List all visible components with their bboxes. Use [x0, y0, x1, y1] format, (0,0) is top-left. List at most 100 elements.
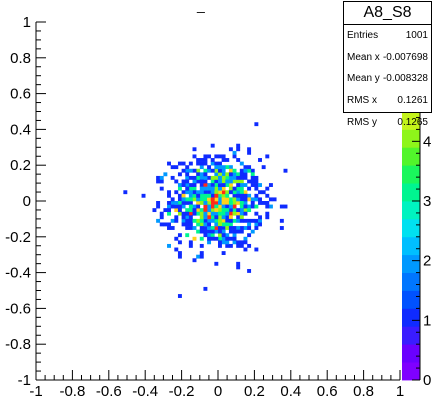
heatmap-cell — [181, 222, 186, 227]
heatmap-cell — [258, 215, 262, 220]
heatmap-cell — [228, 186, 233, 191]
heatmap-cell — [192, 197, 197, 202]
heatmap-cell — [218, 229, 222, 234]
heatmap-cell — [207, 168, 212, 173]
heatmap-cell — [218, 215, 222, 220]
heatmap-cell — [177, 254, 182, 259]
heatmap-cell — [156, 218, 161, 223]
heatmap-cell — [214, 229, 219, 234]
heatmap-cell — [228, 208, 233, 213]
y-tick-label: -0.2 — [5, 229, 31, 246]
heatmap-cell — [188, 208, 193, 213]
x-tick-label: -1 — [29, 383, 42, 398]
heatmap-cell — [196, 179, 201, 184]
heatmap-cell — [185, 218, 190, 223]
heatmap-cell — [177, 186, 182, 191]
heatmap-cell — [181, 179, 186, 184]
heatmap-cell — [243, 193, 248, 198]
heatmap-cell — [185, 186, 190, 191]
heatmap-cell — [225, 172, 230, 177]
heatmap-cell — [261, 165, 266, 170]
heatmap-cell — [239, 179, 244, 184]
heatmap-cell — [181, 215, 186, 220]
heatmap-cell — [218, 161, 222, 166]
heatmap-cell — [268, 183, 273, 187]
heatmap-cell — [192, 179, 197, 184]
heatmap-cell — [192, 211, 197, 216]
heatmap-cell — [239, 168, 244, 173]
stats-value: -0.008328 — [382, 73, 428, 85]
heatmap-cell — [210, 193, 215, 198]
heatmap-cell — [221, 172, 226, 177]
heatmap-cell — [185, 165, 190, 170]
palette-swatch — [402, 218, 420, 238]
heatmap-cell — [236, 186, 241, 191]
heatmap-cell — [239, 240, 244, 245]
heatmap-cell — [243, 247, 248, 252]
heatmap-cell — [228, 236, 233, 241]
heatmap-cell — [177, 183, 182, 187]
heatmap-cell — [199, 179, 204, 184]
heatmap-cell — [221, 222, 226, 227]
heatmap-cell — [207, 218, 212, 223]
heatmap-cell — [239, 190, 244, 195]
heatmap-cell — [239, 218, 244, 223]
heatmap-cell — [236, 240, 241, 245]
heatmap-cell — [218, 208, 222, 213]
heatmap-cell — [221, 165, 226, 170]
heatmap-cell — [221, 251, 226, 255]
heatmap-cell — [196, 168, 201, 173]
heatmap-cell — [236, 208, 241, 213]
heatmap-cell — [174, 218, 179, 223]
heatmap-cell — [214, 261, 219, 266]
heatmap-cell — [199, 190, 204, 195]
heatmap-cell — [181, 190, 186, 195]
x-tick-label: 0.2 — [244, 383, 265, 398]
heatmap-cell — [239, 215, 244, 220]
heatmap-cell — [210, 201, 215, 205]
heatmap-cell — [250, 229, 255, 234]
heatmap-cell — [207, 190, 212, 195]
heatmap-cell — [221, 183, 226, 187]
heatmap-cell — [250, 183, 255, 187]
heatmap-cell — [232, 208, 237, 213]
heatmap-cell — [225, 158, 230, 162]
heatmap-cell — [236, 193, 241, 198]
heatmap-cell — [221, 240, 226, 245]
heatmap-cell — [265, 201, 270, 205]
heatmap-cell — [225, 226, 230, 230]
palette-swatch — [402, 290, 420, 309]
heatmap-cell — [199, 161, 204, 166]
z-tick-label: 4 — [423, 133, 431, 150]
heatmap-cell — [247, 218, 252, 223]
heatmap-cell — [214, 215, 219, 220]
heatmap-cell — [199, 254, 204, 259]
heatmap-cell — [185, 175, 190, 180]
stats-label: Mean y — [347, 73, 380, 85]
heatmap-cell — [177, 251, 182, 255]
heatmap-cell — [236, 261, 241, 266]
heatmap-cell — [218, 218, 222, 223]
heatmap-cell — [203, 154, 208, 159]
heatmap-cell — [214, 193, 219, 198]
heatmap-cell — [196, 193, 201, 198]
heatmap-cell — [214, 222, 219, 227]
heatmap-cell — [228, 218, 233, 223]
heatmap-cell — [247, 208, 252, 213]
heatmap-cell — [254, 122, 259, 127]
heatmap-cell — [236, 190, 241, 195]
heatmap-cell — [199, 226, 204, 230]
heatmap-cell — [167, 243, 171, 248]
heatmap-cell — [210, 204, 215, 209]
stats-label: RMS x — [347, 95, 377, 107]
heatmap-cell — [250, 175, 255, 180]
heatmap-cell — [196, 211, 201, 216]
heatmap-cell — [203, 204, 208, 209]
heatmap-cell — [167, 226, 171, 230]
heatmap-cell — [210, 218, 215, 223]
z-tick-label: 2 — [423, 253, 431, 270]
heatmap-cell — [192, 236, 197, 241]
heatmap-cell — [207, 215, 212, 220]
heatmap-cell — [167, 193, 171, 198]
heatmap-cell — [272, 197, 277, 202]
